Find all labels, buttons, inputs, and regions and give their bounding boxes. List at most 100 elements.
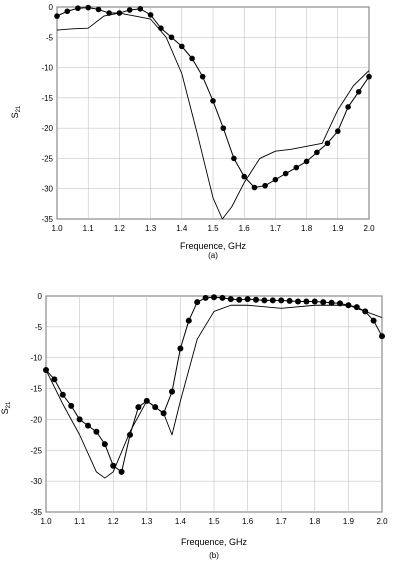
x-tick-label: 1.0 (51, 224, 63, 233)
data-point (101, 441, 108, 448)
data-point (269, 297, 276, 304)
data-point (241, 173, 247, 180)
x-tick-label: 1.6 (239, 224, 251, 233)
x-axis-title: Frequence, GHz (181, 537, 248, 547)
data-point (168, 34, 175, 41)
data-point (286, 297, 293, 304)
data-point (320, 299, 327, 306)
y-tick-label: 0 (38, 292, 43, 301)
series-line-simulated (56, 12, 370, 220)
x-tick-label: 1.0 (40, 517, 52, 526)
x-tick-label: 2.0 (376, 517, 388, 526)
data-point (54, 13, 60, 19)
data-point (379, 333, 385, 340)
x-tick-label: 1.2 (114, 224, 126, 233)
y-axis-title: S21 (0, 401, 12, 414)
data-point (220, 125, 227, 131)
data-point (272, 176, 279, 183)
y-tick-label: -25 (30, 446, 42, 455)
x-tick-label: 1.1 (83, 224, 95, 233)
series-line-simulated (45, 304, 383, 479)
data-point (211, 294, 217, 301)
y-tick-label: -5 (46, 33, 54, 42)
data-point (278, 297, 285, 304)
data-point (227, 296, 234, 303)
data-point (189, 55, 195, 62)
data-point (194, 299, 201, 306)
data-point (147, 12, 154, 18)
data-point (261, 297, 268, 304)
y-axis-title: S21 (10, 105, 22, 118)
data-point (366, 73, 372, 80)
data-point (324, 140, 331, 147)
x-tick-label: 1.3 (145, 224, 157, 233)
data-point (126, 7, 133, 13)
y-tick-label: -30 (30, 477, 42, 486)
x-tick-label: 1.4 (175, 517, 187, 526)
data-point (303, 158, 310, 165)
data-point (51, 376, 58, 383)
x-tick-label: 2.0 (363, 224, 375, 233)
data-point (64, 8, 71, 15)
data-point (355, 89, 362, 95)
data-point (231, 155, 237, 162)
x-tick-label: 1.6 (242, 517, 254, 526)
x-tick-label: 1.2 (108, 517, 120, 526)
data-point (75, 5, 81, 12)
data-point (59, 391, 66, 398)
x-tick-label: 1.5 (207, 224, 219, 233)
y-tick-label: -25 (41, 154, 53, 163)
data-point (370, 317, 377, 324)
data-point (76, 416, 83, 423)
data-point (118, 468, 125, 475)
y-tick-label: -20 (30, 415, 42, 424)
data-point (95, 6, 102, 13)
data-point (293, 164, 300, 171)
y-tick-label: -35 (41, 215, 53, 224)
data-point (177, 345, 184, 352)
data-point (295, 298, 301, 305)
x-tick-label: 1.5 (208, 517, 220, 526)
data-point (85, 4, 91, 11)
data-point (169, 388, 175, 395)
x-tick-label: 1.9 (343, 517, 355, 526)
data-point (262, 182, 268, 189)
data-point (93, 428, 100, 435)
data-point (68, 402, 75, 409)
data-point (345, 104, 351, 110)
y-tick-label: 0 (49, 3, 54, 12)
data-point (202, 294, 209, 301)
data-point (251, 184, 258, 191)
data-point (43, 367, 49, 374)
data-point (253, 296, 259, 303)
data-point (179, 43, 185, 50)
data-point (185, 317, 192, 324)
data-point (244, 296, 251, 303)
data-point (328, 299, 335, 306)
chart-panel-b: 1.0 1.1 1.2 1.3 1.4 1.5 1.6 1.7 1.8 1.9 2.0 0 -5 -10 -… (0, 292, 388, 560)
x-tick-label: 1.4 (176, 224, 188, 233)
data-point (137, 6, 144, 12)
y-tick-label: -30 (41, 185, 53, 194)
x-tick-label: 1.8 (301, 224, 313, 233)
x-tick-label: 1.8 (309, 517, 321, 526)
data-point (335, 128, 341, 134)
data-point (282, 170, 289, 177)
x-tick-label: 1.9 (332, 224, 344, 233)
figure-caption: (b) (209, 551, 219, 560)
y-tick-label: -5 (35, 323, 43, 332)
y-tick-label: -20 (41, 124, 53, 133)
data-point (219, 294, 226, 301)
figure-caption: (a) (208, 251, 218, 260)
y-tick-label: -15 (30, 385, 42, 394)
data-point (311, 298, 318, 305)
data-point (210, 98, 216, 104)
data-point (135, 404, 142, 411)
data-point (303, 298, 310, 305)
chart-panel-a: 1.0 1.1 1.2 1.3 1.4 1.5 1.6 1.7 1.8 1.9 2.0 0 -5 -10 -… (10, 3, 375, 260)
y-tick-label: -15 (41, 94, 53, 103)
x-tick-label: 1.7 (270, 224, 282, 233)
y-tick-label: -10 (41, 64, 53, 73)
y-tick-label: -10 (30, 354, 42, 363)
